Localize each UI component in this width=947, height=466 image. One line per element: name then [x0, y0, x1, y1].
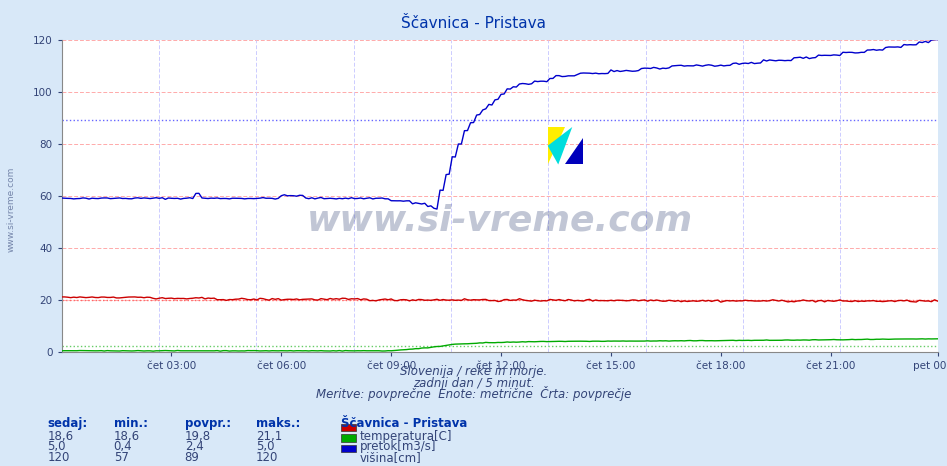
- Text: povpr.:: povpr.:: [185, 417, 231, 430]
- Text: min.:: min.:: [114, 417, 148, 430]
- Text: Ščavnica - Pristava: Ščavnica - Pristava: [341, 417, 467, 430]
- Text: višina[cm]: višina[cm]: [360, 451, 421, 464]
- Text: 5,0: 5,0: [47, 440, 66, 453]
- Text: 19,8: 19,8: [185, 430, 211, 443]
- Text: pretok[m3/s]: pretok[m3/s]: [360, 440, 437, 453]
- Polygon shape: [547, 127, 572, 164]
- Text: Slovenija / reke in morje.: Slovenija / reke in morje.: [400, 365, 547, 378]
- Text: zadnji dan / 5 minut.: zadnji dan / 5 minut.: [413, 377, 534, 390]
- Text: Meritve: povprečne  Enote: metrične  Črta: povprečje: Meritve: povprečne Enote: metrične Črta:…: [315, 386, 632, 401]
- Text: 120: 120: [256, 451, 278, 464]
- Text: 89: 89: [185, 451, 200, 464]
- Text: maks.:: maks.:: [256, 417, 300, 430]
- Text: temperatura[C]: temperatura[C]: [360, 430, 453, 443]
- Text: 18,6: 18,6: [114, 430, 140, 443]
- Polygon shape: [565, 138, 582, 164]
- Text: 0,4: 0,4: [114, 440, 133, 453]
- Text: 21,1: 21,1: [256, 430, 282, 443]
- Text: 18,6: 18,6: [47, 430, 74, 443]
- Text: 5,0: 5,0: [256, 440, 275, 453]
- Text: 57: 57: [114, 451, 129, 464]
- Text: sedaj:: sedaj:: [47, 417, 88, 430]
- Text: 120: 120: [47, 451, 70, 464]
- Polygon shape: [547, 127, 565, 164]
- Text: www.si-vreme.com: www.si-vreme.com: [7, 167, 16, 253]
- Text: Ščavnica - Pristava: Ščavnica - Pristava: [401, 16, 546, 31]
- Text: 2,4: 2,4: [185, 440, 204, 453]
- Text: www.si-vreme.com: www.si-vreme.com: [307, 204, 692, 238]
